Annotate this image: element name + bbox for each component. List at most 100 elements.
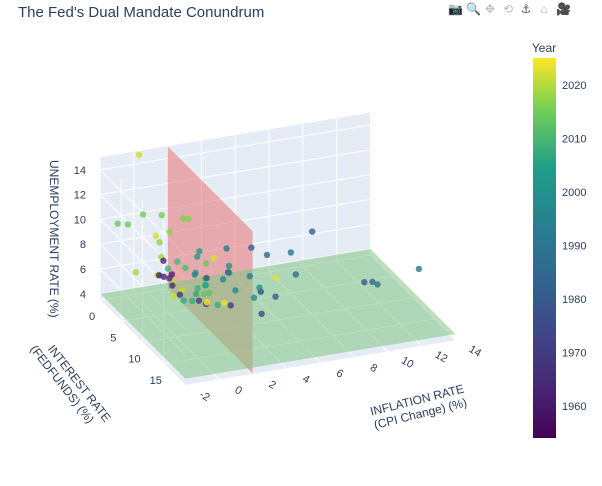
data-point[interactable] <box>158 211 165 219</box>
y-axis-title: INTEREST RATE (FEDFUNDS) (%) <box>27 342 113 426</box>
data-point[interactable] <box>203 299 211 306</box>
pan-icon[interactable]: ✥ <box>484 2 496 16</box>
colorbar-tick-label: 2010 <box>562 133 586 145</box>
data-point[interactable] <box>200 290 208 298</box>
data-point[interactable] <box>169 282 176 289</box>
data-point[interactable] <box>273 274 280 282</box>
gridline-z <box>99 124 371 171</box>
data-point[interactable] <box>156 239 163 246</box>
data-point[interactable] <box>227 302 234 309</box>
data-point[interactable] <box>205 289 213 297</box>
data-point[interactable] <box>246 272 254 280</box>
data-points <box>114 151 423 318</box>
modebar: 📷 🔍 ✥ ⟲ ⚓ ⌂ 🎥 <box>448 2 571 16</box>
data-point[interactable] <box>232 287 239 294</box>
data-point[interactable] <box>272 293 279 300</box>
data-point[interactable] <box>221 299 228 307</box>
data-point[interactable] <box>248 244 255 251</box>
data-point[interactable] <box>166 228 173 236</box>
colorbar-tick-label: 2020 <box>562 80 586 92</box>
x-tick-label: 4 <box>300 373 311 386</box>
data-point[interactable] <box>180 297 187 304</box>
data-point[interactable] <box>309 228 316 235</box>
data-point[interactable] <box>114 220 121 227</box>
data-point[interactable] <box>225 269 233 277</box>
data-point[interactable] <box>180 215 187 222</box>
data-point[interactable] <box>415 265 423 273</box>
data-point[interactable] <box>202 260 210 267</box>
orbit-rotation-icon[interactable]: ⟲ <box>502 2 514 16</box>
data-point[interactable] <box>166 275 173 282</box>
z-tick-label: 14 <box>74 165 86 177</box>
colorbar-tick-label: 1980 <box>562 294 586 306</box>
camera-icon[interactable]: 📷 <box>448 2 463 16</box>
data-point[interactable] <box>176 291 184 298</box>
data-point[interactable] <box>191 271 199 278</box>
data-point[interactable] <box>263 251 271 259</box>
data-point[interactable] <box>194 285 201 292</box>
data-point[interactable] <box>152 232 159 239</box>
data-point[interactable] <box>192 290 200 298</box>
zoom-icon[interactable]: 🔍 <box>466 2 481 16</box>
data-point[interactable] <box>135 151 143 159</box>
z-axis-title: UNEMPLOYMENT RATE (%) <box>47 160 61 318</box>
y-tick-label: 15 <box>150 375 162 387</box>
data-point[interactable] <box>210 254 217 262</box>
z-tick-label: 6 <box>80 264 86 276</box>
data-point[interactable] <box>292 271 300 278</box>
z-tick-label: 8 <box>80 239 86 251</box>
data-point[interactable] <box>182 264 189 272</box>
colorbar-tick-label: 1970 <box>562 347 586 359</box>
tick-labels: -2 0 2 4 6 8 10 12 14 0 5 10 15 4 6 8 10 12 14 <box>74 165 483 404</box>
x-tick-label: 0 <box>233 384 244 397</box>
data-point[interactable] <box>258 310 265 318</box>
data-point[interactable] <box>160 257 167 264</box>
y-tick-label: 0 <box>89 311 95 323</box>
colorbar-ticks: 1960 1970 1980 1990 2000 2010 2020 <box>562 80 586 413</box>
x-tick-label: 2 <box>266 378 277 391</box>
x-tick-label: -2 <box>197 389 211 404</box>
data-point[interactable] <box>160 273 168 280</box>
data-point[interactable] <box>170 293 177 300</box>
data-point[interactable] <box>139 211 147 218</box>
data-point[interactable] <box>223 245 230 252</box>
colorbar-tick-label: 2000 <box>562 187 586 199</box>
z-tick-label: 10 <box>74 214 86 226</box>
home-icon[interactable]: ⌂ <box>540 2 548 16</box>
data-point[interactable] <box>256 284 263 291</box>
colorbar <box>533 58 556 438</box>
x-tick-label: 10 <box>399 355 416 372</box>
data-point[interactable] <box>164 265 172 272</box>
data-point[interactable] <box>202 281 209 289</box>
colorbar-tick-label: 1960 <box>562 401 586 413</box>
data-point[interactable] <box>194 253 201 260</box>
data-point[interactable] <box>189 297 196 305</box>
data-point[interactable] <box>287 249 295 256</box>
data-point[interactable] <box>174 258 181 265</box>
data-point[interactable] <box>195 297 203 304</box>
x-axis-title: INFLATION RATE (CPI Change) (%) <box>369 382 469 432</box>
data-point[interactable] <box>369 278 376 286</box>
data-point[interactable] <box>374 281 381 288</box>
data-point[interactable] <box>185 215 192 223</box>
data-point[interactable] <box>196 248 203 255</box>
data-point[interactable] <box>203 274 210 282</box>
turntable-rotation-icon[interactable]: ⚓ <box>520 2 532 16</box>
data-point[interactable] <box>361 278 368 286</box>
data-point[interactable] <box>214 301 221 309</box>
data-point[interactable] <box>250 294 258 301</box>
data-point[interactable] <box>132 269 140 276</box>
data-point[interactable] <box>219 276 227 283</box>
data-point[interactable] <box>124 221 132 228</box>
z-tick-label: 4 <box>80 289 86 301</box>
gridline-z <box>99 149 371 196</box>
x-tick-label: 8 <box>368 362 379 375</box>
x-tick-label: 6 <box>334 367 345 380</box>
data-point[interactable] <box>225 262 233 270</box>
x-tick-label: 12 <box>433 349 450 366</box>
z-tick-label: 12 <box>74 190 86 202</box>
camera-last-save-icon[interactable]: 🎥 <box>556 2 571 16</box>
y-tick-label: 10 <box>128 354 140 366</box>
